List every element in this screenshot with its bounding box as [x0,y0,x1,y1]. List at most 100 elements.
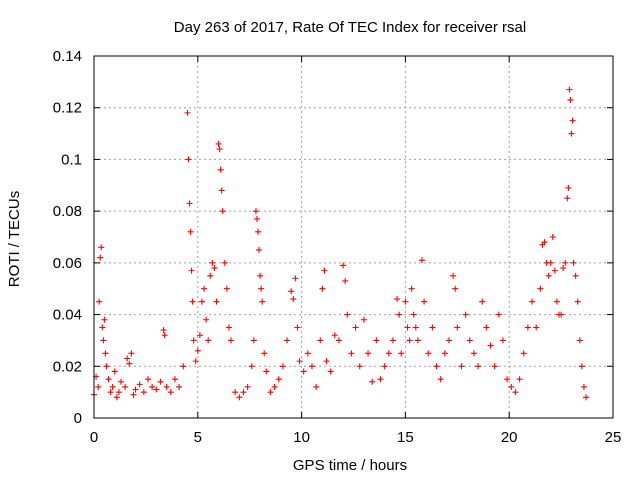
data-point [198,298,205,305]
data-point [99,324,106,331]
data-point [564,195,571,202]
data-point [236,394,243,401]
data-point [103,363,110,370]
axis-ticks [93,55,614,419]
data-point [549,234,556,240]
data-point [565,184,572,191]
data-point [580,383,587,390]
data-point [259,298,266,305]
data-point [95,383,102,390]
y-tick-label: 0.02 [53,358,82,375]
data-point [470,350,477,357]
y-tick-label: 0.12 [53,100,82,117]
data-point [192,358,199,365]
data-point [425,350,432,357]
data-point [201,285,208,292]
data-point [433,363,440,370]
data-point [466,337,473,344]
data-point [167,389,174,396]
data-point [217,166,224,173]
x-tick-label: 25 [605,429,622,446]
data-point [240,389,247,396]
data-point [128,350,135,357]
data-point [290,296,297,303]
data-point [101,316,108,323]
data-point [576,337,583,344]
y-tick-label: 0.06 [53,255,82,272]
data-point [144,376,151,383]
data-point [211,265,218,272]
data-point [410,311,417,318]
data-point [547,259,554,266]
data-point [252,208,259,215]
data-point [250,337,257,344]
data-point [572,272,579,279]
data-point [327,368,334,375]
y-tick-label: 0.14 [53,48,82,65]
data-point [115,389,122,396]
data-point [389,337,396,344]
data-point [568,130,575,137]
data-point [452,285,459,292]
data-point [132,386,139,393]
data-point [441,350,448,357]
data-point [570,259,577,266]
data-point [244,383,251,390]
data-point [219,208,226,215]
data-point [136,381,143,388]
data-points [91,86,590,401]
data-point [255,228,262,235]
data-point [186,200,193,207]
data-point [516,376,523,383]
data-point [261,350,268,357]
data-point [567,96,574,103]
data-point [284,337,291,344]
data-point [105,376,112,383]
data-point [218,187,225,194]
plot-frame [93,55,614,419]
data-point [537,285,544,292]
data-point [402,298,409,305]
data-point [256,246,263,253]
y-tick-label: 0.08 [53,203,82,220]
data-point [533,324,540,331]
data-point [263,368,270,375]
x-tick-labels: 0 5 10 15 20 25 [90,429,622,446]
data-point [203,316,210,323]
data-point [113,394,120,401]
data-point [126,360,133,367]
data-point [157,378,164,385]
data-point [163,383,170,390]
data-point [194,347,201,354]
data-point [352,324,359,331]
data-point [406,337,413,344]
data-point [188,267,195,274]
data-point [495,311,502,318]
data-point [408,285,415,292]
data-point [373,337,380,344]
data-point [360,316,367,323]
data-point [365,350,372,357]
data-point [189,298,196,305]
data-point [111,368,118,375]
data-point [205,337,212,344]
data-point [304,350,311,357]
data-point [117,378,124,385]
data-point [331,332,338,339]
data-point [566,86,573,93]
data-point [140,389,147,396]
data-point [271,383,278,390]
data-point [458,363,465,370]
data-point [356,363,363,370]
chart-title: Day 263 of 2017, Rate Of TEC Index for r… [174,19,526,36]
data-point [437,376,444,383]
x-tick-label: 10 [293,429,310,446]
data-point [369,378,376,385]
x-tick-label: 20 [501,429,518,446]
data-point [412,324,419,331]
data-point [377,376,384,383]
data-point [574,298,581,305]
data-point [321,267,328,274]
data-point [344,311,351,318]
data-point [107,389,114,396]
